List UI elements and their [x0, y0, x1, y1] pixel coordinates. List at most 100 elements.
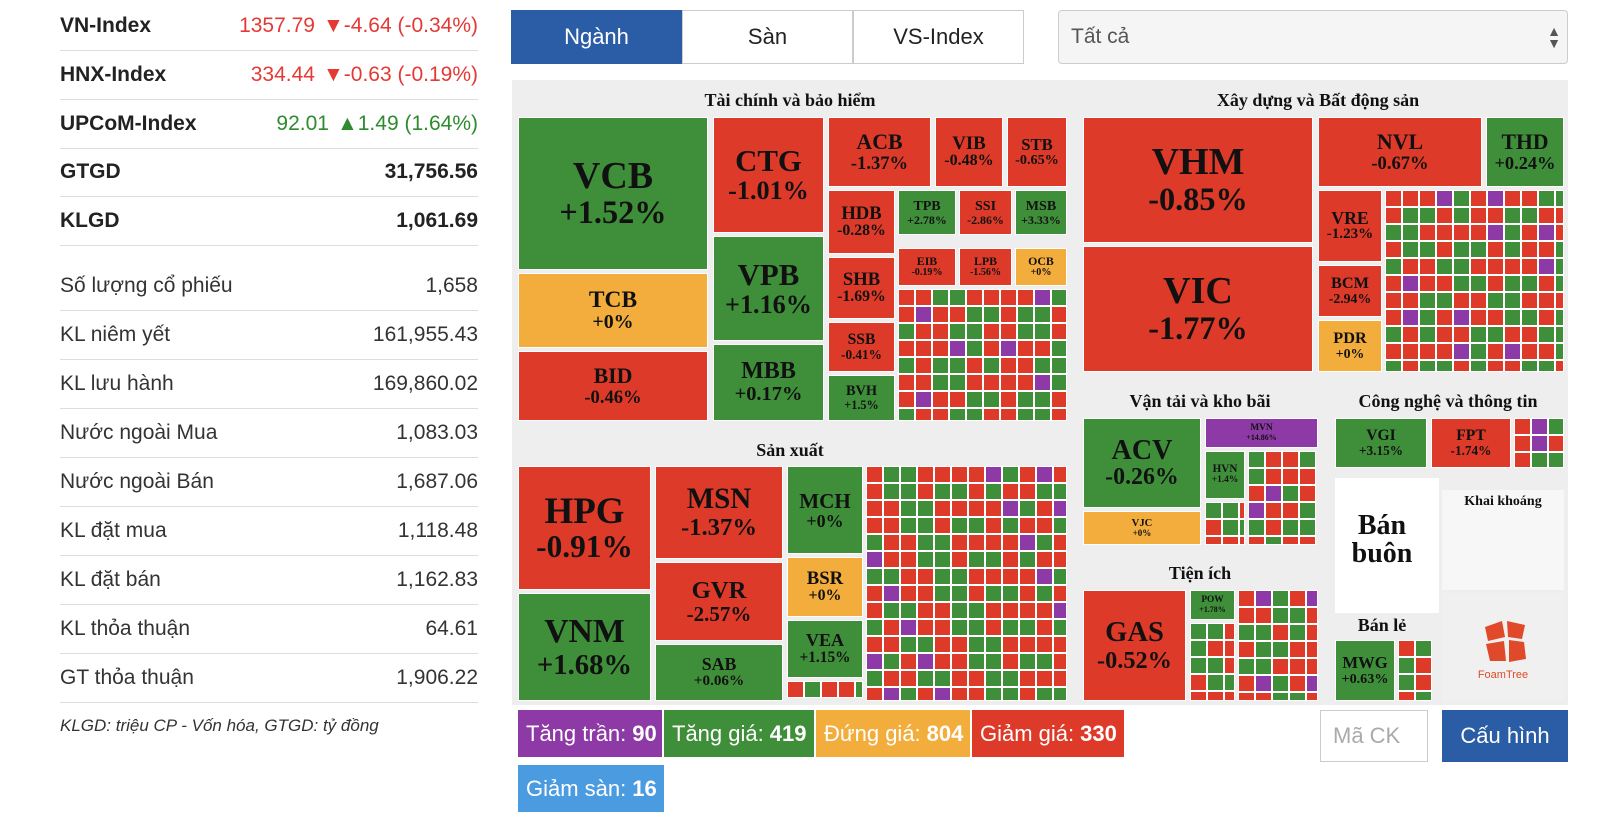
small-tile	[1002, 653, 1019, 670]
legend-item[interactable]: Tăng trần: 90	[518, 710, 662, 757]
small-tile	[883, 483, 900, 500]
small-tile	[1470, 309, 1487, 326]
stat-label: Nước ngoài Mua	[60, 421, 218, 444]
small-tile	[934, 636, 951, 653]
stock-tile[interactable]: VPB +1.16%	[713, 236, 824, 341]
legend-item[interactable]: Tăng giá: 419	[664, 710, 814, 757]
legend-count: 90	[632, 721, 657, 746]
stock-change: -1.23%	[1326, 226, 1374, 243]
stock-tile[interactable]: POW +1.78%	[1190, 590, 1235, 620]
small-tile	[983, 391, 1000, 408]
small-tile	[917, 534, 934, 551]
stock-tile[interactable]: VNM +1.68%	[518, 593, 651, 701]
stock-tile[interactable]: BSR +0%	[787, 557, 863, 617]
stock-tile[interactable]: EIB -0.19%	[898, 248, 956, 286]
small-tile	[951, 619, 968, 636]
index-change: ▼-0.63 (-0.19%)	[322, 63, 478, 86]
small-tile	[1222, 502, 1239, 519]
stock-tile[interactable]: VRE -1.23%	[1318, 190, 1382, 262]
small-tile	[917, 551, 934, 568]
search-input[interactable]: Mã CK	[1320, 710, 1428, 762]
small-tile	[1036, 670, 1053, 687]
stock-tile[interactable]: NVL -0.67%	[1318, 117, 1482, 187]
small-tile	[898, 289, 915, 306]
small-tile	[1272, 675, 1289, 692]
stock-tile[interactable]: MBB +0.17%	[713, 344, 824, 421]
stock-tile[interactable]: MWG +0.63%	[1335, 640, 1395, 701]
small-tile	[1002, 534, 1019, 551]
small-tile	[1036, 517, 1053, 534]
stock-tile[interactable]: MCH +0%	[787, 466, 863, 554]
small-tile	[1415, 674, 1432, 691]
tab[interactable]: Ngành	[511, 10, 682, 64]
small-tile	[1419, 360, 1436, 372]
small-tile	[951, 534, 968, 551]
index-value: 334.44 ▼-0.63 (-0.19%)	[251, 63, 478, 87]
small-tile	[915, 391, 932, 408]
stock-tile[interactable]: MSN -1.37%	[655, 466, 783, 559]
stock-tile[interactable]: HVN +1.4%	[1205, 451, 1245, 499]
stock-tile[interactable]: VEA +1.15%	[787, 620, 863, 678]
stock-tile[interactable]: GVR -2.57%	[655, 562, 783, 641]
index-row: VN-Index 1357.79 ▼-4.64 (-0.34%)	[60, 2, 478, 51]
stock-tile[interactable]: TCB +0%	[518, 273, 708, 348]
stock-tile[interactable]: STB -0.65%	[1007, 117, 1067, 187]
small-tile	[966, 357, 983, 374]
stock-tile[interactable]: SHB -1.69%	[828, 257, 895, 319]
legend-item[interactable]: Giảm giá: 330	[972, 710, 1124, 757]
stock-code: SSI	[974, 197, 997, 214]
small-tile	[900, 483, 917, 500]
small-tile	[1282, 519, 1299, 536]
stock-tile[interactable]: HPG -0.91%	[518, 466, 651, 590]
legend-label: Tăng trần:	[526, 721, 627, 746]
stock-tile[interactable]: VCB +1.52%	[518, 117, 708, 270]
tab[interactable]: VS-Index	[853, 10, 1024, 64]
stock-tile[interactable]: MVN +14.86%	[1205, 418, 1318, 448]
small-tile	[1453, 207, 1470, 224]
small-tile	[866, 585, 883, 602]
small-tile	[1289, 675, 1306, 692]
stock-tile[interactable]: VGI +3.15%	[1335, 418, 1427, 468]
small-tile	[934, 619, 951, 636]
stock-tile[interactable]: THD +0.24%	[1486, 117, 1564, 187]
stock-tile[interactable]: CTG -1.01%	[713, 117, 824, 233]
stock-tile[interactable]: GAS -0.52%	[1083, 590, 1186, 701]
stock-tile[interactable]: ACV -0.26%	[1083, 418, 1201, 508]
stock-tile[interactable]: TPB +2.78%	[898, 190, 956, 235]
stock-tile[interactable]: HDB -0.28%	[828, 190, 895, 254]
sector-select[interactable]: Tất cả ▲ ▼	[1058, 10, 1568, 64]
stock-tile[interactable]: SSI -2.86%	[959, 190, 1012, 235]
stock-tile[interactable]: PDR +0%	[1318, 320, 1382, 372]
legend-item[interactable]: Đứng giá: 804	[816, 710, 970, 757]
stat-value: 1,906.22	[396, 666, 478, 689]
stock-tile[interactable]: BCM -2.94%	[1318, 265, 1382, 317]
stock-tile[interactable]: SAB +0.06%	[655, 644, 783, 701]
stock-tile[interactable]: VIC -1.77%	[1083, 246, 1313, 372]
stock-tile[interactable]: SSB -0.41%	[828, 322, 895, 372]
small-tile	[966, 374, 983, 391]
stock-tile[interactable]: MSB +3.33%	[1015, 190, 1067, 235]
stock-tile[interactable]: VJC +0%	[1083, 511, 1201, 545]
small-tile	[1205, 502, 1222, 519]
small-tile	[1239, 536, 1245, 545]
stock-tile[interactable]: LPB -1.56%	[959, 248, 1012, 286]
stock-tile[interactable]: OCB +0%	[1015, 248, 1067, 286]
stock-tile[interactable]: FPT -1.74%	[1431, 418, 1511, 468]
stat-row: KL thỏa thuận 64.61	[60, 605, 478, 654]
legend-item[interactable]: Giảm sàn: 16	[518, 765, 664, 812]
small-tile	[1036, 466, 1053, 483]
stock-tile[interactable]: VHM -0.85%	[1083, 117, 1313, 243]
stock-tile[interactable]: ACB -1.37%	[828, 117, 931, 187]
stock-tile[interactable]: BVH +1.5%	[828, 375, 895, 421]
stock-tile[interactable]: VIB -0.48%	[935, 117, 1003, 187]
small-tile	[1034, 408, 1051, 421]
config-button[interactable]: Cấu hình	[1442, 710, 1568, 762]
small-tile	[934, 483, 951, 500]
stat-row: KL đặt bán 1,162.83	[60, 556, 478, 605]
small-tile	[900, 619, 917, 636]
small-tile	[1398, 640, 1415, 657]
small-tile	[1538, 207, 1555, 224]
small-tile	[1190, 657, 1207, 674]
tab[interactable]: Sàn	[682, 10, 853, 64]
stock-tile[interactable]: BID -0.46%	[518, 351, 708, 421]
